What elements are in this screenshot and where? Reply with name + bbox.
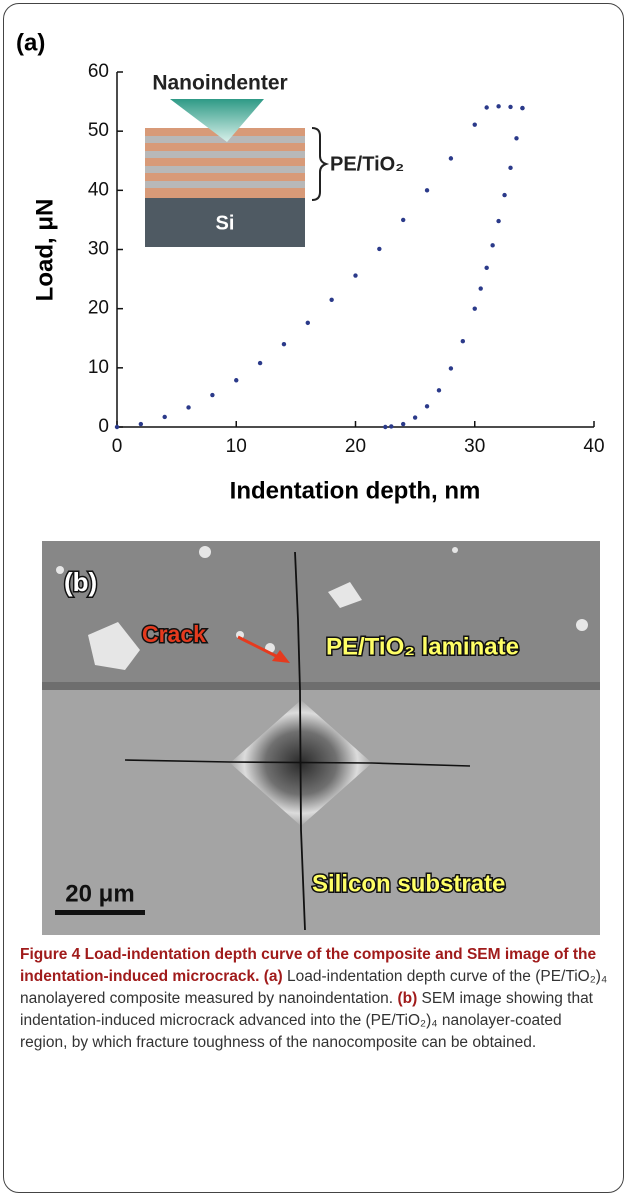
data-point (258, 361, 262, 365)
data-point (186, 405, 190, 409)
inset-substrate-label: Si (216, 212, 235, 234)
scale-label: 20 μm (65, 880, 134, 907)
data-point (401, 422, 405, 426)
caption-part-label: (b) (397, 990, 417, 1007)
data-point (479, 286, 483, 290)
data-point (234, 378, 238, 382)
data-point (520, 106, 524, 110)
caption: Figure 4 Load-indentation depth curve of… (20, 944, 612, 1054)
data-point (514, 136, 518, 140)
inset-indenter-label: Nanoindenter (152, 72, 287, 95)
x-tick-label: 40 (583, 436, 604, 457)
y-axis-label: Load, μN (31, 199, 58, 302)
data-point (461, 339, 465, 343)
data-point (389, 424, 393, 428)
data-point (115, 425, 119, 429)
data-point (496, 219, 500, 223)
data-point (508, 166, 512, 170)
data-point (282, 342, 286, 346)
x-tick-label: 10 (226, 436, 247, 457)
y-tick-label: 40 (88, 179, 109, 200)
sem-image: (b) Crack PE/TiO₂ laminate Silicon subst… (0, 530, 629, 950)
data-point (139, 422, 143, 426)
y-tick-label: 20 (88, 298, 109, 319)
data-point (473, 122, 477, 126)
panel-b-label: (b) (64, 567, 97, 597)
y-tick-label: 0 (98, 416, 109, 437)
inset-layer-label: PE/TiO₂ (330, 153, 404, 175)
data-point (437, 388, 441, 392)
layer (145, 151, 305, 158)
panel-label: (a) (16, 29, 45, 56)
data-point (353, 273, 357, 277)
layer (145, 181, 305, 188)
data-point (377, 247, 381, 251)
page: (a) Indentation depth, nm Load, μN Nanoi… (0, 0, 629, 1198)
data-point (413, 415, 417, 419)
data-point (383, 425, 387, 429)
data-point (490, 243, 494, 247)
y-tick-label: 10 (88, 357, 109, 378)
edge (42, 682, 600, 690)
data-point (401, 218, 405, 222)
data-point (210, 393, 214, 397)
layer (145, 166, 305, 173)
data-point (484, 266, 488, 270)
x-axis-label: Indentation depth, nm (230, 477, 481, 504)
data-point (306, 321, 310, 325)
data-point (484, 105, 488, 109)
scale-bar (55, 910, 145, 915)
data-point (329, 298, 333, 302)
inset: Nanoindenter PE/TiO₂ Si (145, 72, 404, 247)
data-point (473, 306, 477, 310)
x-tick-label: 0 (112, 436, 123, 457)
data-point (425, 404, 429, 408)
caption-part-label: (a) (264, 968, 283, 985)
data-point (425, 188, 429, 192)
laminate-label: PE/TiO₂ laminate (326, 633, 519, 660)
substrate-label: Silicon substrate (312, 870, 505, 897)
brace (312, 128, 326, 200)
x-tick-label: 20 (345, 436, 366, 457)
data-point (163, 415, 167, 419)
crack-label: Crack (142, 621, 206, 647)
data-point (449, 366, 453, 370)
y-tick-label: 30 (88, 239, 109, 260)
data-point (508, 105, 512, 109)
data-point (502, 193, 506, 197)
y-tick-label: 60 (88, 61, 109, 82)
chart: (a) Indentation depth, nm Load, μN Nanoi… (0, 0, 629, 520)
x-tick-label: 30 (464, 436, 485, 457)
data-point (496, 104, 500, 108)
data-point (449, 156, 453, 160)
y-tick-label: 50 (88, 120, 109, 141)
